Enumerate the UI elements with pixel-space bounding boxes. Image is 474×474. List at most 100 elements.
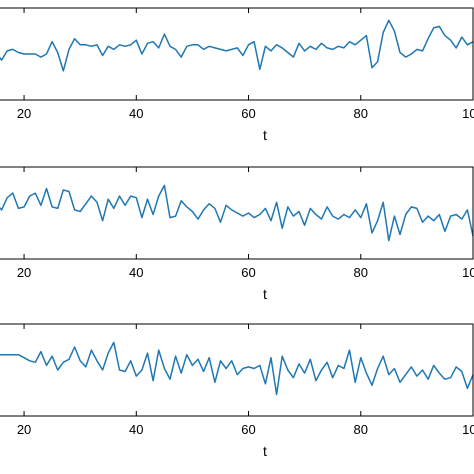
data-point [192,365,194,367]
x-tick-label: 80 [354,265,368,280]
data-point [349,41,351,43]
x-tick-label: 40 [129,106,143,121]
data-point [175,49,177,51]
data-point [321,43,323,45]
x-axis-label: t [263,286,267,302]
data-point [225,50,227,52]
data-point [107,46,109,48]
data-point [388,374,390,376]
data-point [382,32,384,34]
x-tick-label: 20 [17,106,31,121]
data-point [338,46,340,48]
data-point [6,354,8,356]
data-point [354,382,356,384]
data-point [208,46,210,48]
data-point [208,357,210,359]
data-point [18,208,20,210]
axes-frame [0,323,474,417]
data-point [371,232,373,234]
data-point [29,53,31,55]
data-point [63,189,65,191]
data-point [91,349,93,351]
data-point [467,388,469,390]
data-point [147,43,149,45]
data-point [253,41,255,43]
data-point [74,38,76,40]
data-point [18,354,20,356]
data-point [237,47,239,49]
data-point [220,49,222,51]
data-point [461,36,463,38]
data-point [411,206,413,208]
data-point [248,212,250,214]
data-point [231,49,233,51]
data-point [382,202,384,204]
data-point [51,355,53,357]
x-tick-label: 80 [354,106,368,121]
data-point [461,218,463,220]
data-point [136,39,138,41]
data-point [366,372,368,374]
data-point [293,56,295,58]
data-point [74,346,76,348]
data-point [130,360,132,362]
data-point [433,27,435,29]
data-point [377,61,379,63]
data-point [214,47,216,49]
data-point [130,44,132,46]
data-point [422,50,424,52]
series-line [0,184,474,242]
data-point [366,203,368,205]
axes-frame [0,166,474,260]
data-point [164,33,166,35]
data-point [298,43,300,45]
data-point [276,394,278,396]
data-point [214,382,216,384]
data-point [46,365,48,367]
data-point [276,44,278,46]
data-point [427,215,429,217]
data-point [444,35,446,37]
data-point [46,53,48,55]
data-point [12,192,14,194]
data-point [259,69,261,71]
data-point [214,208,216,210]
data-point [119,195,121,197]
data-point [158,47,160,49]
data-point [444,378,446,380]
data-point [102,55,104,57]
data-point [399,382,401,384]
data-point [310,46,312,48]
data-point [310,359,312,361]
data-point [354,209,356,211]
data-point [12,354,14,356]
data-point [265,46,267,48]
data-point [439,214,441,216]
data-point [349,217,351,219]
data-point [6,50,8,52]
data-point [281,228,283,230]
data-point [455,47,457,49]
data-point [315,49,317,51]
data-point [63,70,65,72]
data-point [287,52,289,54]
data-point [175,355,177,357]
x-tick-label: 100 [462,265,474,280]
data-point [304,225,306,227]
data-point [197,359,199,361]
data-point [141,369,143,371]
x-tick-label: 40 [129,422,143,437]
data-point [439,26,441,28]
data-point [96,360,98,362]
data-point [147,352,149,354]
data-point [411,366,413,368]
data-point [371,385,373,387]
data-point [40,56,42,58]
data-point [136,375,138,377]
x-tick-label: 60 [241,106,255,121]
data-point [321,369,323,371]
data-point [164,185,166,187]
data-point [248,44,250,46]
data-point [270,357,272,359]
data-point [343,368,345,370]
